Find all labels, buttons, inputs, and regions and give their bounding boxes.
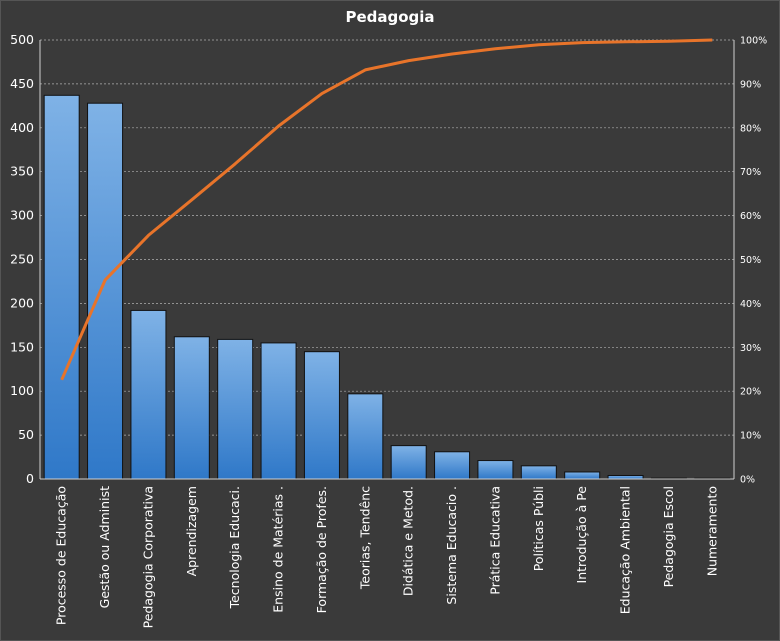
bar [564, 471, 601, 480]
x-tick-label: Numeramento [704, 486, 719, 576]
y-tick-label: 0 [26, 471, 34, 486]
x-tick-label: Educação Ambiental [618, 486, 633, 614]
y-tick-label: 300 [10, 208, 34, 223]
y2-tick-label: 20% [740, 387, 761, 398]
cumulative-line [60, 38, 713, 381]
bar [477, 460, 514, 480]
bar [607, 474, 644, 480]
x-tick-label: Pedagogia Escol [661, 486, 676, 587]
bar [43, 94, 80, 480]
y-tick-label: 250 [10, 252, 34, 267]
x-tick-label: Tecnologia Educaci. [227, 486, 242, 609]
y2-tick-label: 10% [740, 431, 761, 442]
x-tick-label: Ensino de Matérias . [271, 486, 286, 613]
y2-tick-label: 0% [740, 475, 755, 486]
x-tick-label: Didática e Metod. [401, 486, 416, 596]
y2-tick-label: 30% [740, 343, 761, 354]
y2-tick-label: 90% [740, 79, 761, 90]
y2-tick-label: 80% [740, 123, 761, 134]
bar [217, 338, 254, 480]
x-tick-label: Gestão ou Administ [97, 486, 112, 608]
y2-tick-label: 100% [740, 36, 767, 47]
y-tick-label: 50 [18, 427, 34, 442]
bar [434, 451, 471, 480]
y-tick-label: 150 [10, 339, 34, 354]
y2-tick-label: 40% [740, 299, 761, 310]
bar [390, 445, 427, 480]
x-tick-label: Sistema Educacio . [444, 486, 459, 605]
bar [260, 342, 297, 480]
x-tick-label: Processo de Educação [54, 486, 69, 625]
x-tick-label: Formação de Profes. [314, 486, 329, 613]
y-tick-label: 200 [10, 295, 34, 310]
y2-tick-label: 70% [740, 167, 761, 178]
y-tick-label: 350 [10, 164, 34, 179]
y-tick-label: 400 [10, 120, 34, 135]
y2-tick-label: 60% [740, 211, 761, 222]
chart-title: Pedagogia [345, 8, 435, 26]
bar [130, 309, 167, 480]
bar [87, 102, 124, 480]
x-tick-label: Teorias, Tendênc [357, 486, 372, 590]
x-tick-label: Políticas Públi [531, 486, 546, 571]
x-tick-label: Aprendizagem [184, 486, 199, 576]
x-tick-label: Prática Educativa [487, 486, 502, 595]
y-tick-label: 450 [10, 76, 34, 91]
bar [303, 351, 340, 480]
y2-tick-label: 50% [740, 255, 761, 266]
y-tick-label: 500 [10, 32, 34, 47]
bar [347, 393, 384, 480]
y-tick-label: 100 [10, 383, 34, 398]
x-tick-label: Introdução à Pe [574, 486, 589, 584]
bar [520, 465, 557, 480]
bar [173, 336, 210, 480]
x-tick-label: Pedagogia Corporativa [140, 486, 155, 628]
